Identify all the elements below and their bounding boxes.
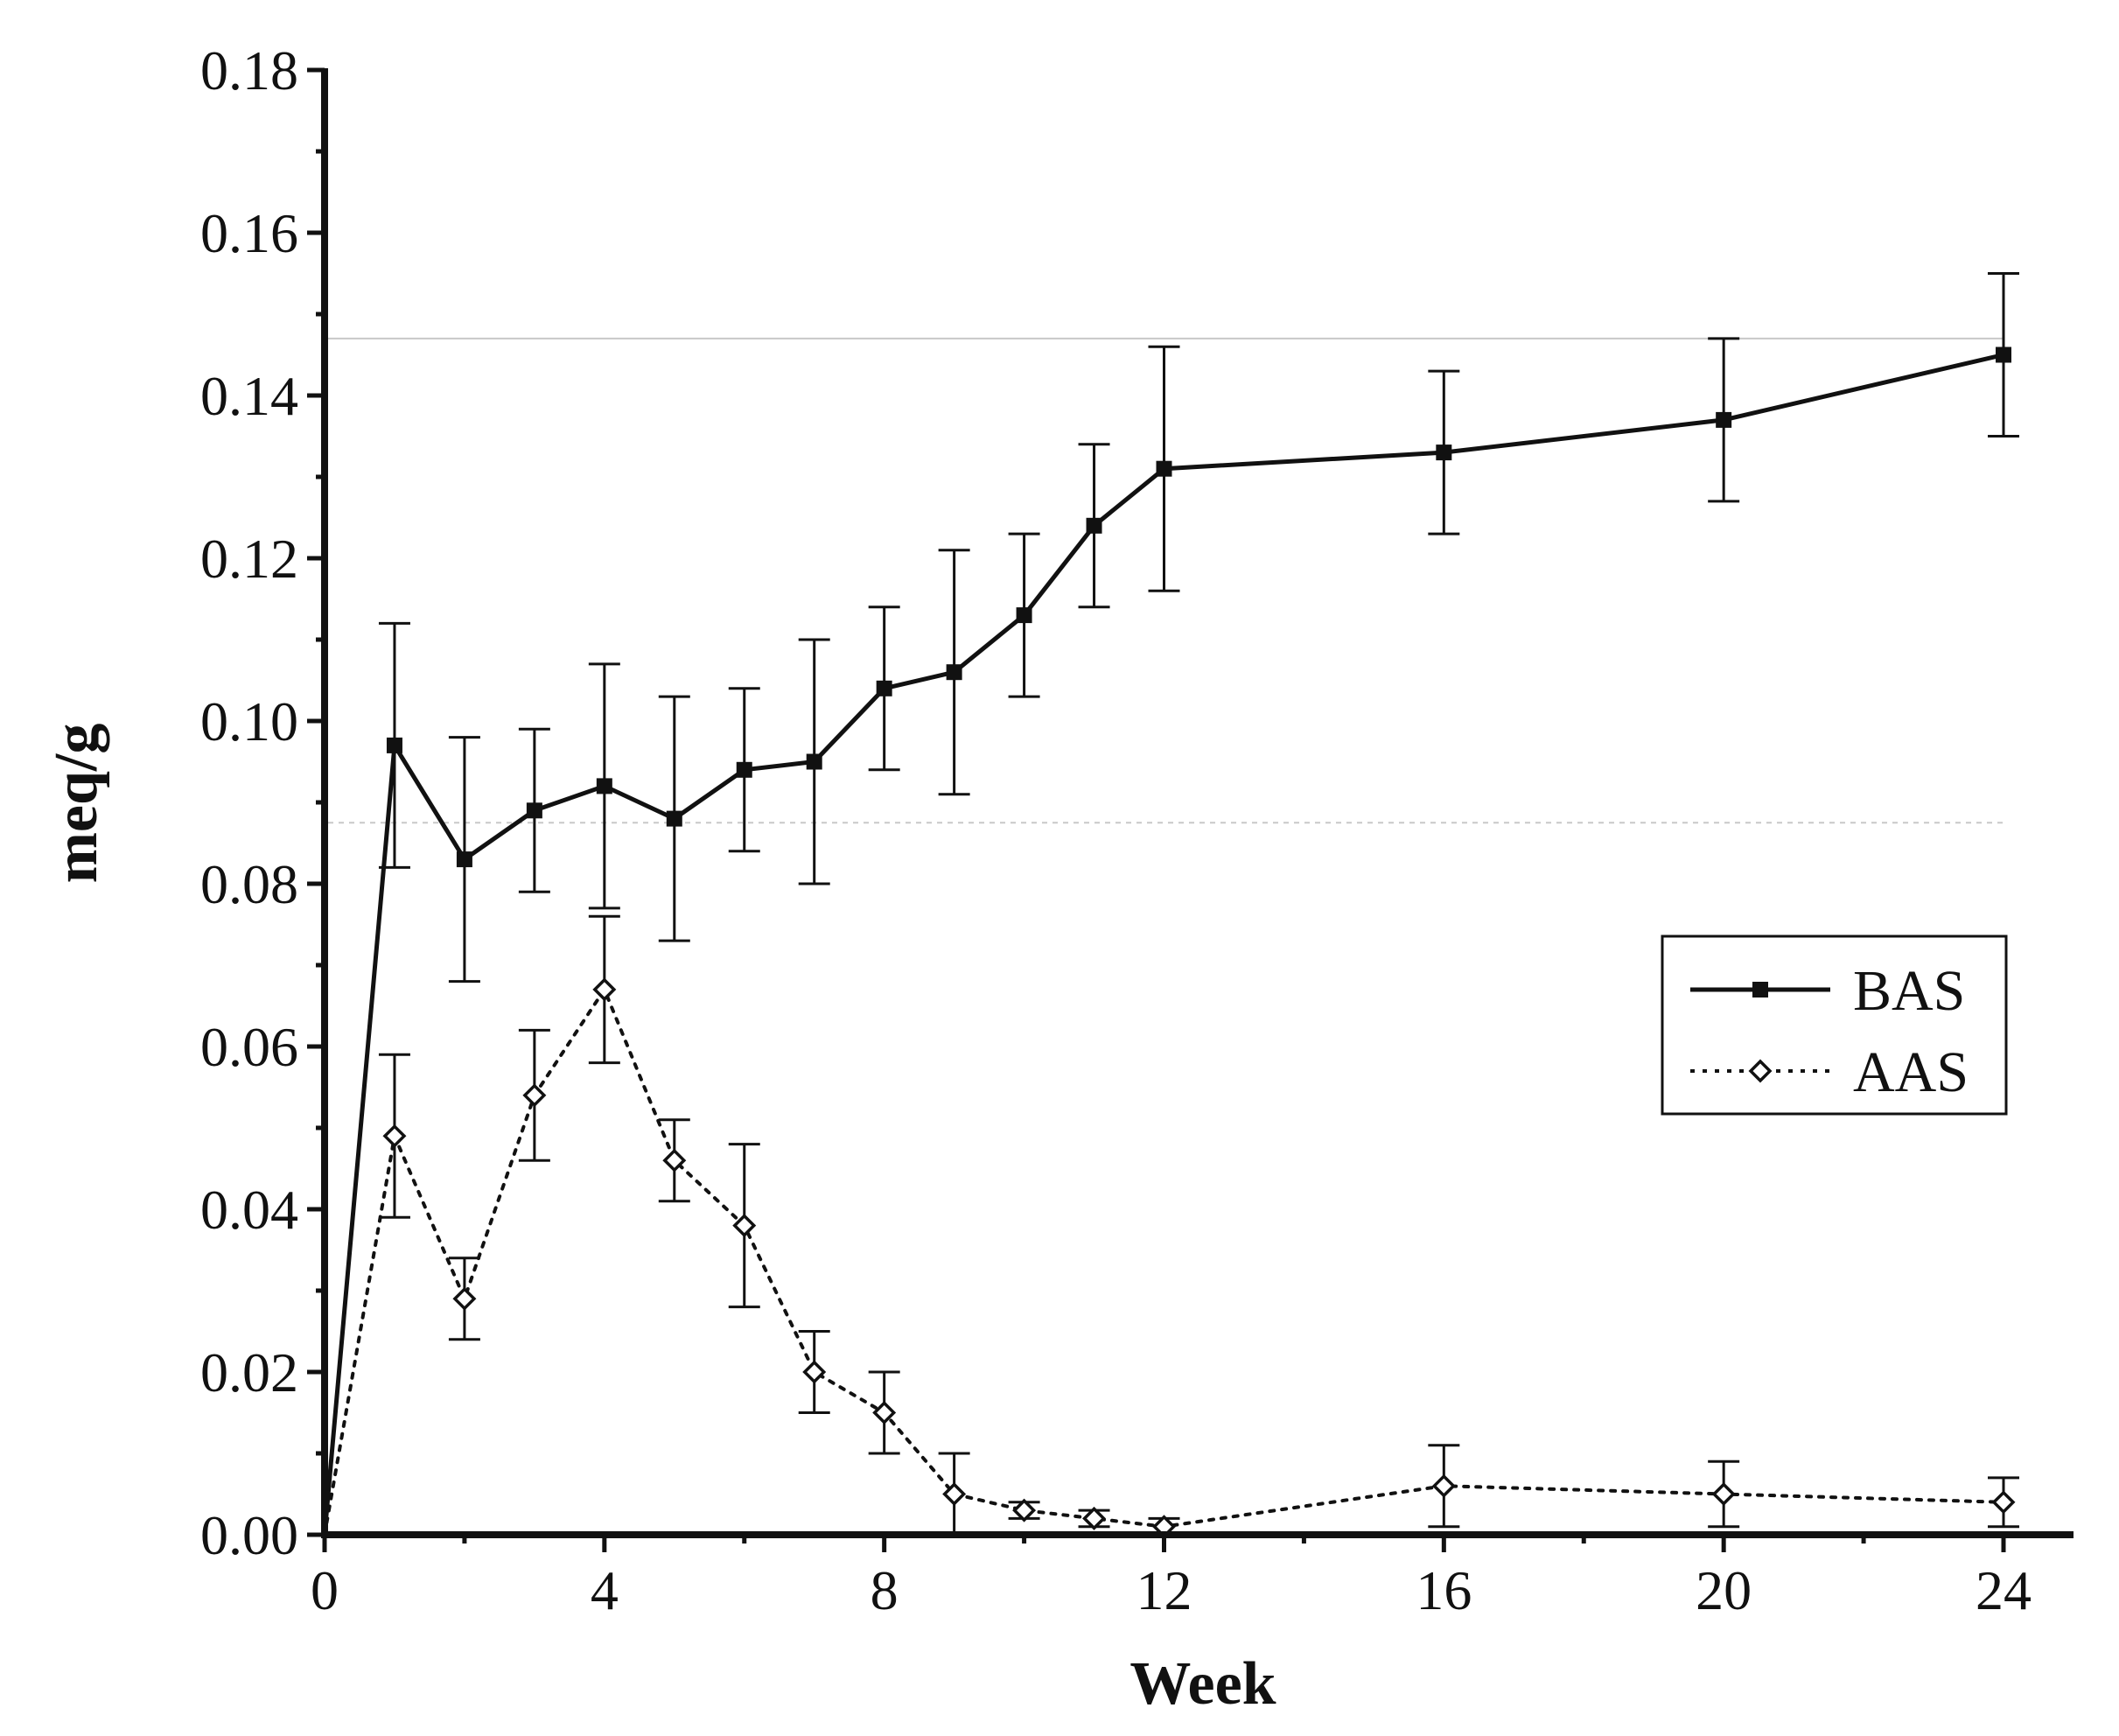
- y-tick-label: 0.04: [200, 1179, 298, 1241]
- y-tick-label: 0.14: [200, 365, 298, 427]
- data-point-aas: [592, 977, 617, 1002]
- x-tick-label: 0: [311, 1559, 339, 1621]
- series-lines: [322, 353, 2006, 1537]
- data-point-bas: [876, 680, 892, 696]
- data-point-bas: [456, 851, 472, 868]
- data-point-bas: [386, 737, 402, 753]
- data-point-bas: [1716, 411, 1732, 428]
- data-point-bas: [1996, 346, 2011, 363]
- data-point-aas: [662, 1148, 687, 1172]
- y-tick-label: 0.02: [200, 1341, 298, 1404]
- y-tick-label: 0.10: [200, 690, 298, 752]
- data-point-bas: [736, 761, 752, 778]
- y-tick-label: 0.18: [200, 39, 298, 102]
- data-point-aas: [1431, 1474, 1456, 1498]
- y-tick-label: 0.00: [200, 1504, 298, 1566]
- x-tick-label: 8: [871, 1559, 899, 1621]
- data-point-bas: [1086, 517, 1102, 534]
- data-point-bas: [1016, 607, 1032, 624]
- y-tick-label: 0.06: [200, 1016, 298, 1078]
- data-point-bas: [806, 753, 822, 770]
- axes: 0.00 0.02 0.04 0.06 0.08 0.10 0.12 0.14 0.16 0.18…: [43, 39, 2074, 1718]
- data-point-aas: [1711, 1482, 1736, 1506]
- data-point-aas: [872, 1401, 897, 1424]
- y-tick-label: 0.08: [200, 853, 298, 915]
- data-point-aas: [1991, 1490, 2016, 1515]
- data-point-aas: [942, 1482, 967, 1506]
- data-point-bas: [666, 810, 682, 827]
- y-tick-label: 0.16: [200, 202, 298, 264]
- data-point-aas: [452, 1286, 477, 1311]
- data-point-bas: [946, 664, 962, 681]
- data-point-bas: [526, 802, 542, 819]
- legend-label-aas: AAS: [1853, 1040, 1969, 1104]
- legend-box: [1661, 934, 2008, 1116]
- x-tick-label: 20: [1696, 1559, 1752, 1621]
- x-tick-label: 4: [591, 1559, 619, 1621]
- legend: BAS AAS: [1661, 934, 2008, 1116]
- y-tick-label: 0.12: [200, 528, 298, 590]
- x-tick-label: 24: [1976, 1559, 2032, 1621]
- legend-label-bas: BAS: [1853, 959, 1965, 1023]
- data-point-bas: [596, 778, 612, 794]
- x-axis-title: Week: [1129, 1650, 1276, 1718]
- data-markers: [382, 346, 2016, 1539]
- x-tick-label: 16: [1416, 1559, 1472, 1621]
- error-bars: [378, 272, 2019, 1536]
- y-axis-title: meq/g: [43, 724, 110, 884]
- data-point-bas: [1436, 444, 1452, 461]
- data-point-aas: [732, 1214, 757, 1238]
- legend-marker-bas: [1752, 982, 1768, 998]
- series-line-bas: [322, 353, 2006, 1537]
- data-point-aas: [522, 1083, 547, 1108]
- legend-marker-aas: [1748, 1059, 1773, 1083]
- data-point-aas: [382, 1124, 407, 1148]
- data-point-bas: [1156, 460, 1172, 477]
- x-tick-label: 12: [1136, 1559, 1192, 1621]
- data-point-aas: [1082, 1506, 1107, 1530]
- series-line-aas: [323, 985, 2005, 1536]
- data-point-aas: [802, 1360, 827, 1384]
- data-point-aas: [1012, 1498, 1037, 1522]
